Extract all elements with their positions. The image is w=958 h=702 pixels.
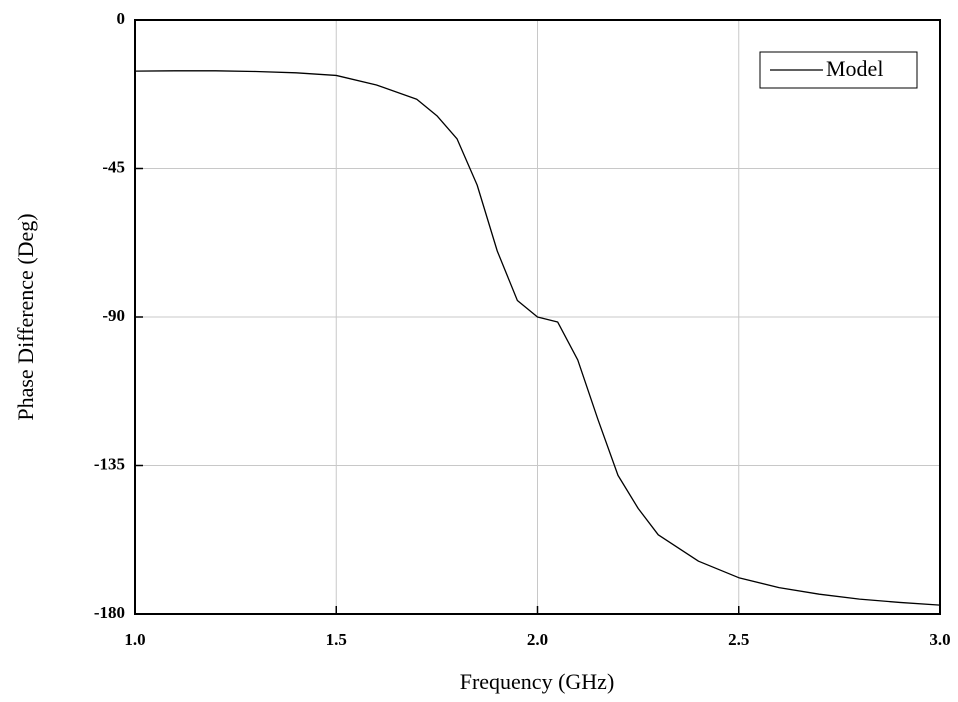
x-tick-label: 1.0 xyxy=(124,630,145,649)
series-line xyxy=(134,70,941,606)
x-tick-label: 3.0 xyxy=(929,630,950,649)
x-tick-label: 1.5 xyxy=(326,630,347,649)
x-tick-label: 2.0 xyxy=(527,630,548,649)
y-axis-title: Phase Difference (Deg) xyxy=(13,213,38,420)
legend-label: Model xyxy=(826,56,883,81)
y-tick-label: -135 xyxy=(94,454,125,473)
x-tick-label: 2.5 xyxy=(728,630,749,649)
y-tick-label: -45 xyxy=(102,157,125,176)
y-tick-label: 0 xyxy=(117,9,126,28)
y-tick-label: -90 xyxy=(102,306,125,325)
x-axis-title: Frequency (GHz) xyxy=(460,669,615,694)
plot-frame xyxy=(134,19,941,615)
y-tick-label: -180 xyxy=(94,603,125,622)
